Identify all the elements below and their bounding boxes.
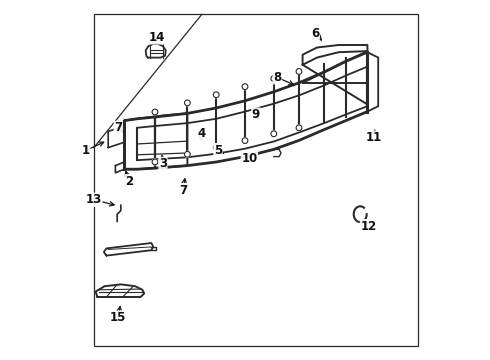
Text: 2: 2 (125, 175, 133, 188)
Circle shape (242, 84, 248, 90)
Text: 4: 4 (197, 127, 206, 140)
Circle shape (296, 68, 302, 74)
Circle shape (271, 131, 277, 137)
Circle shape (185, 100, 190, 106)
Circle shape (213, 145, 219, 150)
Circle shape (213, 92, 219, 98)
Text: 7: 7 (179, 184, 187, 197)
Text: 5: 5 (214, 144, 222, 157)
Text: 13: 13 (86, 193, 102, 206)
Text: 9: 9 (252, 108, 260, 121)
Text: 3: 3 (159, 157, 167, 170)
Circle shape (185, 152, 190, 157)
Text: 12: 12 (360, 220, 377, 233)
Text: 1: 1 (82, 144, 90, 157)
Text: 11: 11 (366, 131, 382, 144)
Circle shape (271, 76, 277, 81)
Text: 7: 7 (114, 121, 122, 134)
Text: 6: 6 (311, 27, 319, 40)
Circle shape (152, 159, 158, 165)
Text: 8: 8 (273, 71, 282, 84)
Text: 14: 14 (148, 31, 165, 44)
Circle shape (296, 125, 302, 131)
Circle shape (242, 138, 248, 144)
Text: 10: 10 (241, 152, 257, 165)
Circle shape (152, 109, 158, 115)
Text: 15: 15 (110, 311, 126, 324)
